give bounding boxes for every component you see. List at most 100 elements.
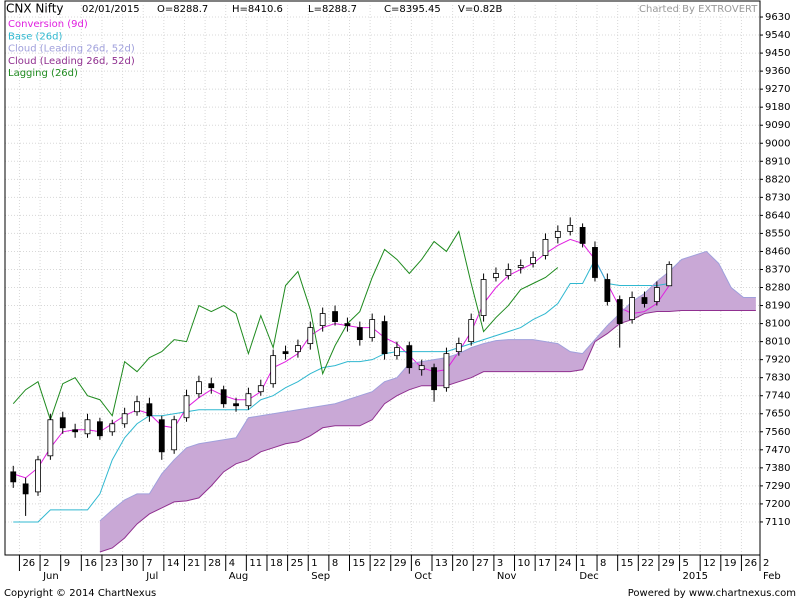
y-tick-label: 7740: [765, 391, 790, 402]
y-tick-label: 8910: [765, 156, 790, 167]
y-tick-label: 9090: [765, 120, 790, 131]
y-tick-label: 8280: [765, 283, 790, 294]
x-tick-label: 23: [105, 558, 118, 569]
x-tick-label: 1: [311, 558, 317, 569]
candle-body: [196, 381, 202, 395]
candle-body: [35, 459, 41, 493]
month-label: Jul: [145, 571, 158, 582]
footer-right: Powered by www.chartnexus.com: [628, 588, 796, 599]
x-tick-label: 15: [621, 558, 634, 569]
candle-body: [208, 383, 215, 389]
y-tick-label: 8640: [765, 210, 790, 221]
y-tick-label: 7830: [765, 373, 790, 384]
x-tick-label: 21: [187, 558, 200, 569]
header-field: V=0.82B: [458, 4, 502, 15]
x-tick-label: 22: [641, 558, 654, 569]
y-tick-label: 8370: [765, 264, 790, 275]
candle-body: [480, 279, 487, 316]
candle-body: [319, 313, 326, 326]
candle-body: [567, 225, 574, 232]
y-tick-label: 7560: [765, 427, 790, 438]
x-tick-label: 6: [414, 558, 420, 569]
candle-body: [394, 347, 400, 357]
x-tick-label: 2: [43, 558, 49, 569]
y-tick-label: 9630: [765, 12, 790, 23]
candle-body: [431, 367, 437, 391]
candle-body: [109, 423, 116, 433]
y-tick-label: 9270: [765, 84, 790, 95]
candle-body: [282, 351, 289, 355]
cloud-area: [99, 251, 756, 552]
y-tick-label: 8190: [765, 301, 790, 312]
y-tick-label: 9180: [765, 102, 790, 113]
x-tick-label: 18: [270, 558, 283, 569]
credit: Charted By EXTROVERT: [639, 4, 758, 15]
month-label: Feb: [763, 571, 781, 582]
y-tick-label: 9540: [765, 30, 790, 41]
y-tick-label: 8730: [765, 192, 790, 203]
candle-body: [579, 227, 586, 244]
legend-entry: Cloud (Leading 26d, 52d): [8, 56, 135, 67]
plot-area: [5, 5, 761, 555]
x-tick-label: 22: [373, 558, 386, 569]
legend-entry: Conversion (9d): [8, 19, 88, 30]
header-field: O=8288.7: [157, 4, 208, 15]
candle-body: [641, 297, 648, 304]
series-line: [12, 230, 559, 422]
x-tick-label: 29: [662, 558, 675, 569]
candle-body: [47, 419, 54, 457]
legend-entry: Cloud (Leading 26d, 52d): [8, 44, 135, 55]
candle-body: [381, 321, 388, 355]
x-tick-label: 24: [559, 558, 572, 569]
candle-body: [592, 247, 598, 278]
x-tick-label: 27: [476, 558, 489, 569]
candle-body: [604, 279, 611, 302]
candle-body: [443, 353, 450, 389]
candle-body: [418, 365, 425, 371]
x-tick-label: 15: [352, 558, 365, 569]
candle-body: [257, 385, 264, 393]
candle-body: [468, 319, 475, 343]
y-tick-label: 7650: [765, 409, 790, 420]
candle-body: [455, 343, 462, 353]
candle-body: [493, 273, 499, 278]
month-label: Aug: [229, 571, 249, 582]
x-tick-label: 3: [497, 558, 503, 569]
candle-body: [629, 297, 636, 320]
candle-body: [22, 483, 29, 495]
candle-body: [233, 403, 239, 407]
candle-body: [653, 287, 660, 302]
x-tick-label: 8: [600, 558, 606, 569]
header-field: 02/01/2015: [82, 4, 140, 15]
candle-body: [84, 419, 91, 435]
candle-body: [146, 403, 153, 417]
x-tick-label: 20: [456, 558, 469, 569]
x-tick-label: 13: [435, 558, 448, 569]
candle-body: [307, 327, 314, 345]
candle-body: [554, 231, 561, 238]
x-tick-label: 2: [763, 558, 769, 569]
y-tick-label: 8460: [765, 246, 790, 257]
candle-body: [344, 323, 351, 326]
footer-left: Copyright © 2014 ChartNexus: [4, 588, 156, 599]
series-line: [13, 258, 670, 523]
series-line: [99, 310, 756, 553]
candle-body: [10, 471, 17, 483]
x-tick-label: 30: [126, 558, 139, 569]
candle-body: [158, 419, 165, 453]
candle-body: [542, 239, 549, 256]
x-tick-label: 17: [538, 558, 551, 569]
candle-body: [505, 269, 512, 276]
x-tick-label: 9: [64, 558, 70, 569]
header-field: H=8410.6: [232, 4, 283, 15]
y-tick-label: 8820: [765, 174, 790, 185]
x-tick-label: 4: [229, 558, 235, 569]
x-tick-label: 28: [208, 558, 221, 569]
x-tick-label: 8: [332, 558, 338, 569]
candle-body: [517, 265, 524, 268]
month-label: 2015: [683, 571, 708, 582]
chart-title: CNX Nifty: [6, 2, 64, 16]
x-tick-label: 25: [291, 558, 304, 569]
candle-body: [666, 263, 673, 287]
